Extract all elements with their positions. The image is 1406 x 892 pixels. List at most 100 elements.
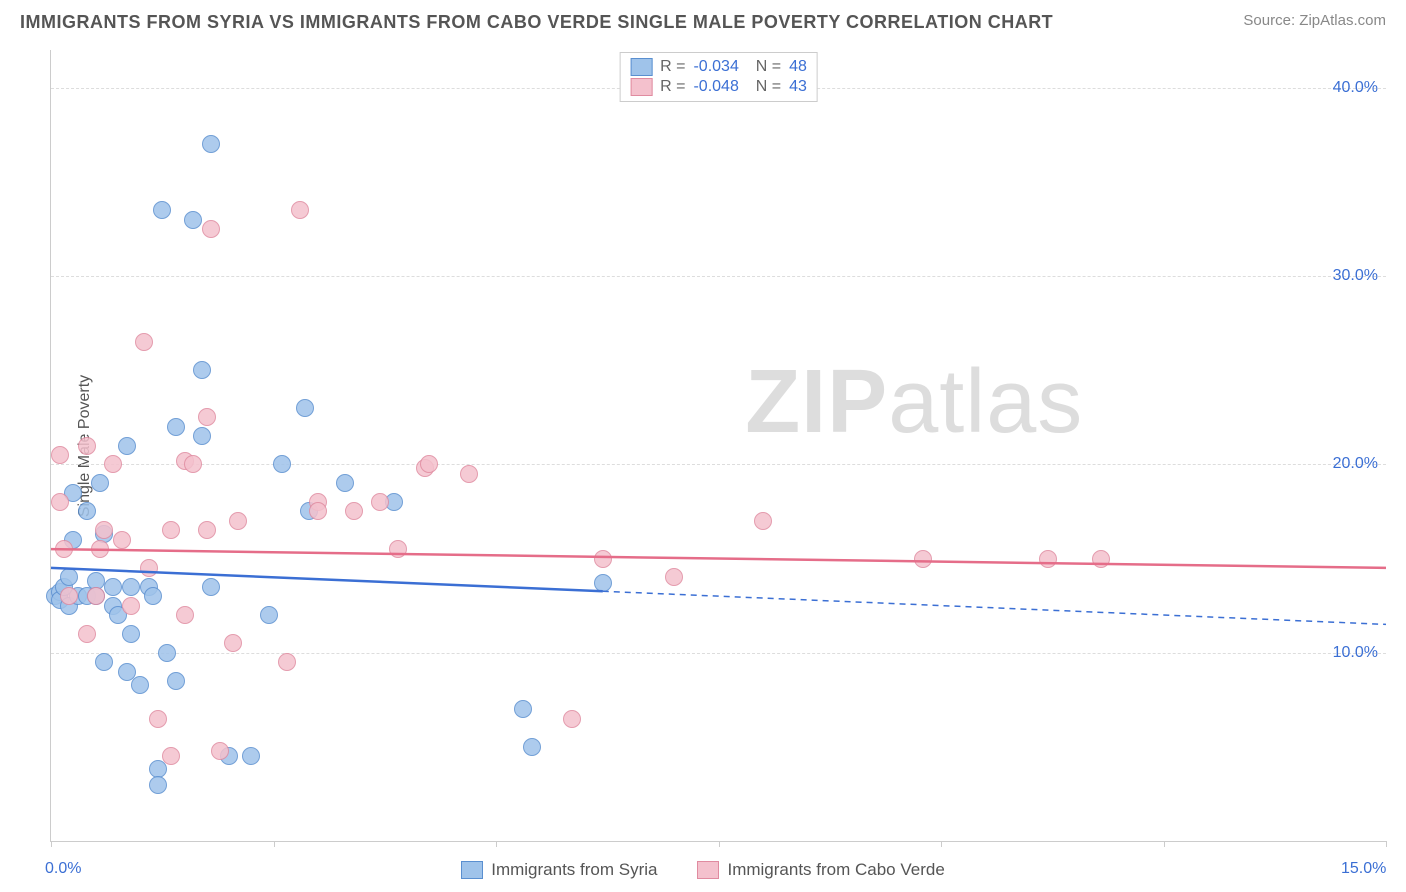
trend-lines-layer <box>51 50 1386 841</box>
source-value: ZipAtlas.com <box>1299 12 1386 29</box>
legend-n-value: 48 <box>789 58 807 76</box>
data-point <box>336 474 354 492</box>
watermark: ZIPatlas <box>745 351 1083 454</box>
data-point <box>389 540 407 558</box>
watermark-rest: atlas <box>888 352 1083 452</box>
data-point <box>122 578 140 596</box>
legend-swatch <box>630 78 652 96</box>
data-point <box>60 587 78 605</box>
y-tick-label: 20.0% <box>1333 455 1378 473</box>
legend-r-label: R = <box>660 78 685 96</box>
legend-n-label: N = <box>747 58 781 76</box>
gridline <box>51 276 1386 277</box>
source-prefix: Source: <box>1243 12 1299 29</box>
data-point <box>104 455 122 473</box>
data-point <box>140 559 158 577</box>
data-point <box>91 540 109 558</box>
x-tick <box>51 841 52 847</box>
data-point <box>144 587 162 605</box>
data-point <box>1039 550 1057 568</box>
chart-plot-area: ZIPatlas R = -0.034 N = 48R = -0.048 N =… <box>50 50 1386 842</box>
data-point <box>162 747 180 765</box>
data-point <box>51 493 69 511</box>
legend-series-item: Immigrants from Syria <box>461 860 657 880</box>
legend-n-label: N = <box>747 78 781 96</box>
gridline <box>51 653 1386 654</box>
x-tick <box>1386 841 1387 847</box>
data-point <box>224 634 242 652</box>
data-point <box>514 700 532 718</box>
data-point <box>345 502 363 520</box>
data-point <box>914 550 932 568</box>
data-point <box>260 606 278 624</box>
legend-swatch <box>630 58 652 76</box>
data-point <box>202 135 220 153</box>
x-tick <box>941 841 942 847</box>
data-point <box>78 437 96 455</box>
data-point <box>149 710 167 728</box>
data-point <box>113 531 131 549</box>
data-point <box>296 399 314 417</box>
legend-swatch <box>697 861 719 879</box>
chart-title: IMMIGRANTS FROM SYRIA VS IMMIGRANTS FROM… <box>20 12 1053 33</box>
data-point <box>51 446 69 464</box>
x-tick <box>274 841 275 847</box>
trend-line-dashed <box>603 591 1386 624</box>
correlation-legend-box: R = -0.034 N = 48R = -0.048 N = 43 <box>619 52 818 102</box>
data-point <box>87 587 105 605</box>
data-point <box>198 408 216 426</box>
gridline <box>51 464 1386 465</box>
legend-series-label: Immigrants from Cabo Verde <box>727 860 944 880</box>
data-point <box>176 606 194 624</box>
data-point <box>460 465 478 483</box>
data-point <box>309 502 327 520</box>
data-point <box>594 550 612 568</box>
data-point <box>278 653 296 671</box>
data-point <box>78 502 96 520</box>
data-point <box>563 710 581 728</box>
data-point <box>665 568 683 586</box>
x-tick <box>1164 841 1165 847</box>
source-label: Source: ZipAtlas.com <box>1243 12 1386 30</box>
data-point <box>193 427 211 445</box>
data-point <box>420 455 438 473</box>
data-point <box>131 676 149 694</box>
legend-r-value: -0.048 <box>693 78 738 96</box>
legend-stat-row: R = -0.048 N = 43 <box>630 77 807 97</box>
data-point <box>211 742 229 760</box>
data-point <box>242 747 260 765</box>
y-tick-label: 30.0% <box>1333 267 1378 285</box>
data-point <box>95 521 113 539</box>
data-point <box>122 597 140 615</box>
legend-series-label: Immigrants from Syria <box>491 860 657 880</box>
legend-series-item: Immigrants from Cabo Verde <box>697 860 944 880</box>
data-point <box>523 738 541 756</box>
trend-line-solid <box>51 549 1386 568</box>
legend-r-label: R = <box>660 58 685 76</box>
data-point <box>78 625 96 643</box>
data-point <box>193 361 211 379</box>
data-point <box>135 333 153 351</box>
data-point <box>55 540 73 558</box>
x-tick <box>719 841 720 847</box>
data-point <box>149 776 167 794</box>
data-point <box>167 672 185 690</box>
legend-swatch <box>461 861 483 879</box>
data-point <box>104 578 122 596</box>
data-point <box>1092 550 1110 568</box>
data-point <box>754 512 772 530</box>
y-tick-label: 10.0% <box>1333 644 1378 662</box>
series-legend: Immigrants from Syria Immigrants from Cab… <box>0 860 1406 880</box>
data-point <box>291 201 309 219</box>
data-point <box>158 644 176 662</box>
data-point <box>95 653 113 671</box>
legend-stat-row: R = -0.034 N = 48 <box>630 57 807 77</box>
data-point <box>122 625 140 643</box>
data-point <box>162 521 180 539</box>
data-point <box>202 578 220 596</box>
data-point <box>184 455 202 473</box>
legend-n-value: 43 <box>789 78 807 96</box>
data-point <box>60 568 78 586</box>
data-point <box>153 201 171 219</box>
data-point <box>594 574 612 592</box>
